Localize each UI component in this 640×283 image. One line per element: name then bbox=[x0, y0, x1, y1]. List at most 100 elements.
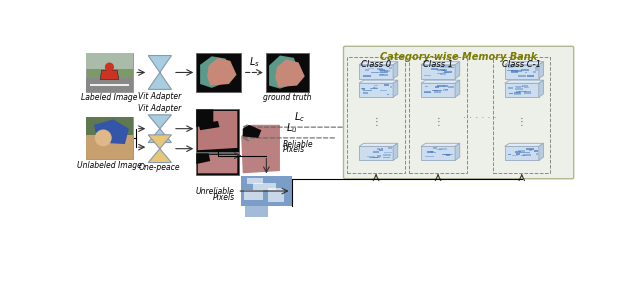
Text: $L_c$: $L_c$ bbox=[294, 110, 305, 124]
FancyBboxPatch shape bbox=[379, 149, 383, 151]
FancyBboxPatch shape bbox=[443, 72, 449, 73]
FancyBboxPatch shape bbox=[519, 91, 525, 92]
Polygon shape bbox=[196, 110, 213, 127]
FancyBboxPatch shape bbox=[505, 83, 539, 97]
Polygon shape bbox=[455, 62, 460, 79]
FancyBboxPatch shape bbox=[196, 53, 241, 92]
Polygon shape bbox=[198, 155, 237, 173]
FancyBboxPatch shape bbox=[534, 150, 538, 152]
Polygon shape bbox=[505, 80, 543, 83]
FancyBboxPatch shape bbox=[86, 53, 132, 92]
FancyBboxPatch shape bbox=[514, 94, 521, 95]
FancyBboxPatch shape bbox=[364, 92, 368, 94]
FancyBboxPatch shape bbox=[196, 110, 239, 152]
Polygon shape bbox=[241, 125, 280, 173]
Polygon shape bbox=[505, 143, 543, 146]
Polygon shape bbox=[148, 115, 172, 143]
Polygon shape bbox=[505, 62, 543, 65]
Polygon shape bbox=[455, 80, 460, 97]
Polygon shape bbox=[207, 58, 237, 85]
Polygon shape bbox=[421, 143, 460, 146]
FancyBboxPatch shape bbox=[516, 91, 520, 93]
Polygon shape bbox=[421, 62, 460, 65]
FancyBboxPatch shape bbox=[367, 156, 375, 157]
FancyBboxPatch shape bbox=[378, 72, 387, 73]
FancyBboxPatch shape bbox=[380, 74, 388, 76]
Text: ⋮: ⋮ bbox=[433, 117, 443, 127]
Polygon shape bbox=[359, 62, 397, 65]
Polygon shape bbox=[269, 55, 298, 89]
Text: Class 1: Class 1 bbox=[423, 60, 453, 69]
FancyBboxPatch shape bbox=[518, 150, 525, 152]
Text: Pixels: Pixels bbox=[283, 145, 305, 154]
FancyBboxPatch shape bbox=[86, 53, 132, 68]
Polygon shape bbox=[539, 62, 543, 79]
FancyBboxPatch shape bbox=[373, 151, 380, 153]
FancyBboxPatch shape bbox=[90, 84, 129, 85]
Text: $L_u$: $L_u$ bbox=[286, 121, 298, 135]
FancyBboxPatch shape bbox=[388, 147, 392, 149]
FancyBboxPatch shape bbox=[511, 70, 518, 72]
Text: Unreliable: Unreliable bbox=[196, 186, 235, 196]
FancyBboxPatch shape bbox=[86, 135, 132, 159]
FancyBboxPatch shape bbox=[373, 87, 377, 89]
FancyBboxPatch shape bbox=[361, 87, 365, 89]
FancyBboxPatch shape bbox=[86, 78, 132, 92]
FancyBboxPatch shape bbox=[536, 153, 538, 155]
FancyBboxPatch shape bbox=[535, 69, 538, 71]
FancyBboxPatch shape bbox=[373, 87, 375, 88]
Text: Category-wise Memory Bank: Category-wise Memory Bank bbox=[380, 52, 537, 62]
FancyBboxPatch shape bbox=[365, 69, 369, 70]
Polygon shape bbox=[393, 80, 397, 97]
FancyBboxPatch shape bbox=[390, 86, 392, 88]
FancyBboxPatch shape bbox=[387, 94, 390, 95]
FancyBboxPatch shape bbox=[380, 74, 383, 75]
Polygon shape bbox=[275, 59, 305, 87]
FancyBboxPatch shape bbox=[508, 87, 513, 89]
FancyBboxPatch shape bbox=[508, 67, 513, 68]
Polygon shape bbox=[243, 125, 261, 138]
FancyBboxPatch shape bbox=[363, 75, 371, 77]
Polygon shape bbox=[100, 70, 119, 80]
FancyBboxPatch shape bbox=[432, 90, 438, 91]
FancyBboxPatch shape bbox=[430, 151, 433, 152]
Text: Pixels: Pixels bbox=[213, 193, 235, 202]
FancyBboxPatch shape bbox=[370, 88, 378, 89]
FancyBboxPatch shape bbox=[511, 155, 518, 156]
FancyBboxPatch shape bbox=[86, 117, 132, 159]
FancyBboxPatch shape bbox=[196, 153, 239, 175]
FancyBboxPatch shape bbox=[253, 183, 276, 190]
FancyBboxPatch shape bbox=[372, 157, 380, 158]
Text: Vit Adapter: Vit Adapter bbox=[138, 104, 182, 113]
FancyBboxPatch shape bbox=[515, 151, 520, 153]
FancyBboxPatch shape bbox=[421, 83, 455, 97]
FancyBboxPatch shape bbox=[515, 86, 523, 87]
FancyBboxPatch shape bbox=[524, 91, 531, 94]
FancyBboxPatch shape bbox=[433, 147, 436, 149]
Polygon shape bbox=[393, 143, 397, 160]
FancyBboxPatch shape bbox=[511, 70, 514, 72]
FancyBboxPatch shape bbox=[448, 86, 454, 88]
Text: One-peace: One-peace bbox=[139, 163, 180, 172]
FancyBboxPatch shape bbox=[244, 190, 263, 200]
FancyBboxPatch shape bbox=[525, 72, 527, 74]
Circle shape bbox=[106, 63, 113, 71]
FancyBboxPatch shape bbox=[424, 86, 428, 87]
FancyBboxPatch shape bbox=[380, 90, 387, 91]
FancyBboxPatch shape bbox=[421, 65, 455, 79]
Text: ⋮: ⋮ bbox=[371, 117, 381, 127]
FancyBboxPatch shape bbox=[369, 68, 374, 69]
FancyBboxPatch shape bbox=[384, 70, 390, 72]
FancyBboxPatch shape bbox=[524, 87, 529, 88]
FancyBboxPatch shape bbox=[436, 73, 443, 74]
Polygon shape bbox=[94, 119, 129, 144]
FancyBboxPatch shape bbox=[529, 149, 532, 151]
FancyBboxPatch shape bbox=[266, 53, 308, 92]
FancyBboxPatch shape bbox=[424, 92, 431, 93]
FancyBboxPatch shape bbox=[384, 152, 392, 153]
FancyBboxPatch shape bbox=[527, 75, 534, 77]
FancyBboxPatch shape bbox=[435, 86, 439, 88]
FancyBboxPatch shape bbox=[509, 93, 513, 94]
FancyBboxPatch shape bbox=[381, 148, 383, 149]
FancyBboxPatch shape bbox=[383, 156, 390, 158]
